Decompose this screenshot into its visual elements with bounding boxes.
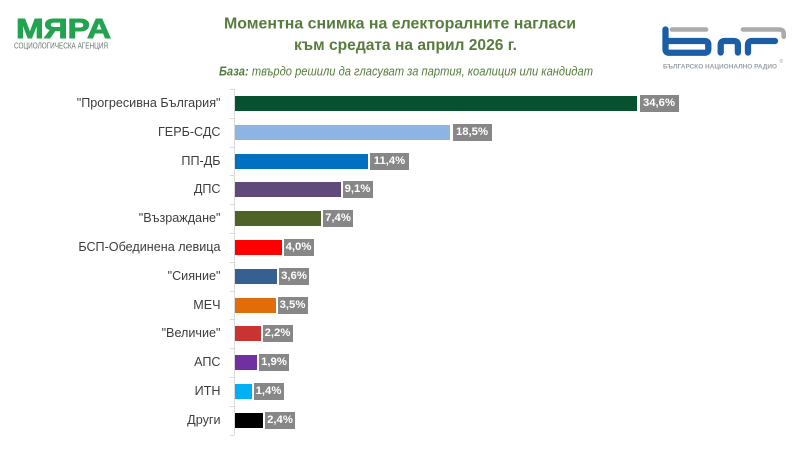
svg-text:База: твърдо решили да гласува: База: твърдо решили да гласуват за парти… [219, 63, 593, 78]
svg-text:МЯРА: МЯРА [16, 13, 111, 44]
svg-text:Моментна снимка на електорални: Моментна снимка на електоралните нагласи [224, 16, 576, 33]
svg-text:БЪЛГАРСКО НАЦИОНАЛНО РАДИО: БЪЛГАРСКО НАЦИОНАЛНО РАДИО [663, 64, 777, 71]
svg-text:към средата на април 2026 г.: към средата на април 2026 г. [294, 37, 517, 54]
svg-text:®: ® [780, 58, 784, 65]
svg-text:СОЦИОЛОГИЧЕСКА АГЕНЦИЯ: СОЦИОЛОГИЧЕСКА АГЕНЦИЯ [14, 41, 108, 51]
